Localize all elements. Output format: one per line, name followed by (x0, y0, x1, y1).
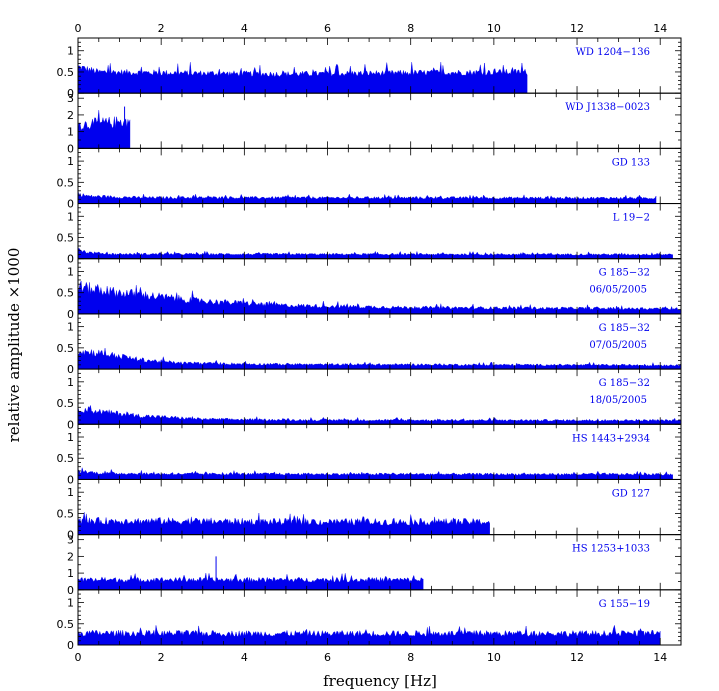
y-tick-label: 0 (67, 418, 74, 431)
x-tick-label-bottom: 0 (75, 651, 82, 664)
y-axis-title: relative amplitude ×1000 (5, 248, 23, 443)
panel-11: 0 0.5 1 G 155−19 (57, 589, 682, 652)
panel-frame (77, 203, 682, 260)
panel-date: 18/05/2005 (589, 395, 647, 406)
x-tick-label-bottom: 2 (158, 651, 165, 664)
y-tick-label: 0 (67, 363, 74, 376)
spectrum-bars (77, 189, 657, 204)
spectrum-bars (77, 512, 490, 535)
x-tick-label-bottom: 6 (324, 651, 331, 664)
spectrum-bars (77, 247, 673, 259)
x-tick-label-bottom: 4 (241, 651, 248, 664)
panel-label: WD 1204−136 (576, 47, 650, 58)
panel-5: 0 0.5 1 G 185−32 06/05/2005 (57, 258, 682, 321)
y-tick-label: 0 (67, 473, 74, 486)
panel-3: 0 0.5 1 GD 133 (57, 147, 682, 211)
panel-9: 0 0.5 1 GD 127 (57, 478, 682, 542)
spectrum-bars (77, 280, 682, 315)
y-tick-label: 0.5 (57, 342, 75, 355)
y-tick-label: 0.5 (57, 618, 75, 631)
y-tick-label: 1 (67, 597, 74, 610)
x-tick-label-top: 0 (75, 22, 82, 35)
y-tick-label: 2 (67, 550, 74, 563)
panel-label: G 155−19 (599, 599, 650, 610)
x-tick-label-top: 4 (241, 22, 248, 35)
y-tick-label: 3 (67, 92, 74, 105)
panel-label: HS 1443+2934 (572, 433, 650, 444)
y-tick-label: 0.5 (57, 232, 75, 245)
y-tick-label: 0 (67, 198, 74, 211)
y-tick-label: 1 (67, 376, 74, 389)
panel-label: G 185−32 (599, 378, 650, 389)
panel-10: 0 1 2 3 HS 1253+1033 (67, 534, 682, 597)
y-tick-label: 0.5 (57, 176, 75, 189)
panel-label: WD J1338−0023 (565, 102, 650, 113)
y-tick-label: 0 (67, 639, 74, 652)
panel-8: 0 0.5 1 HS 1443+2934 (57, 423, 682, 486)
panel-date: 06/05/2005 (589, 285, 647, 296)
y-tick-label: 0 (67, 308, 74, 321)
panel-6: 0 0.5 1 G 185−32 07/05/2005 (57, 313, 682, 376)
panel-label: HS 1253+1033 (572, 544, 650, 555)
panel-frame (77, 147, 682, 205)
panel-frame (77, 589, 682, 646)
x-tick-label-bottom: 12 (570, 651, 584, 664)
y-tick-label: 0 (67, 253, 74, 266)
x-tick-label-top: 6 (324, 22, 331, 35)
y-tick-label: 0 (67, 87, 74, 100)
x-axis-title: frequency [Hz] (323, 672, 437, 690)
spectrum-bars (77, 573, 424, 591)
y-tick-label: 0.5 (57, 397, 75, 410)
x-tick-label-top: 2 (158, 22, 165, 35)
x-tick-label-top: 10 (487, 22, 501, 35)
panel-label: L 19−2 (613, 213, 650, 224)
y-tick-label: 0 (67, 142, 74, 155)
y-tick-label: 0.5 (57, 66, 75, 79)
x-tick-label-top: 12 (570, 22, 584, 35)
y-tick-label: 0 (67, 529, 74, 542)
spectrum-bars (77, 625, 661, 646)
x-tick-label-bottom: 8 (407, 651, 414, 664)
panel-7: 0 0.5 1 G 185−32 18/05/2005 (57, 368, 682, 431)
panel-label: G 185−32 (599, 268, 650, 279)
panel-label: G 185−32 (599, 323, 650, 334)
spectrum-bars (77, 62, 528, 94)
panel-date: 07/05/2005 (589, 340, 647, 351)
y-tick-label: 1 (67, 45, 74, 58)
y-tick-label: 1 (67, 321, 74, 334)
spectrum-bars (77, 404, 682, 425)
y-tick-label: 1 (67, 486, 74, 499)
y-tick-label: 1 (67, 126, 74, 139)
x-tick-label-top: 8 (407, 22, 414, 35)
bottom-x-tick-labels: 0 2 4 6 8 10 12 14 (75, 651, 668, 664)
x-tick-label-top: 14 (653, 22, 667, 35)
y-tick-label: 0.5 (57, 452, 75, 465)
panel-label: GD 127 (612, 488, 650, 499)
x-tick-label-bottom: 10 (487, 651, 501, 664)
y-tick-label: 3 (67, 534, 74, 547)
y-tick-label: 1 (67, 155, 74, 168)
y-tick-label: 0.5 (57, 287, 75, 300)
y-tick-label: 1 (67, 567, 74, 580)
y-tick-label: 1 (67, 431, 74, 444)
y-tick-label: 1 (67, 210, 74, 223)
x-tick-label-bottom: 14 (653, 651, 667, 664)
panel-1: 0 0.5 1 WD 1204−136 (57, 37, 682, 100)
y-tick-label: 0 (67, 584, 74, 597)
y-tick-label: 1 (67, 265, 74, 278)
panel-2: 0 1 2 3 WD J1338−0023 (67, 92, 682, 155)
y-tick-label: 0.5 (57, 507, 75, 520)
spectrum-bars (77, 467, 673, 480)
spectrum-bars (77, 110, 131, 149)
panel-label: GD 133 (612, 157, 650, 168)
spectrum-bars (77, 348, 682, 370)
panel-4: 0 0.5 1 L 19−2 (57, 203, 682, 266)
y-tick-label: 2 (67, 109, 74, 122)
top-x-tick-labels: 0 2 4 6 8 10 12 14 (75, 22, 668, 35)
